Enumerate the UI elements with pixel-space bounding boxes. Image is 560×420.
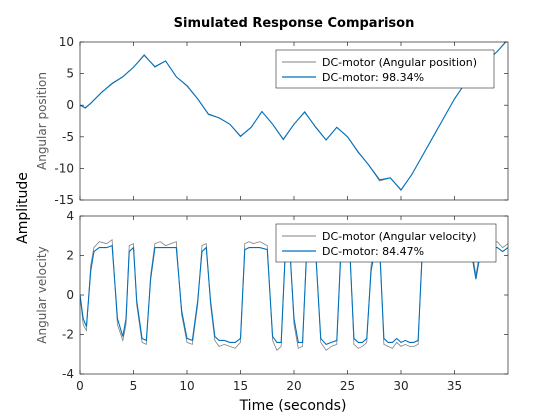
legend-box [275,49,495,89]
legend: DC-motor (Angular position) DC-motor: 98.… [275,49,495,89]
y-tick-label: -2 [62,328,74,342]
common-y-label: Amplitude [15,172,31,244]
x-tick-label: 5 [130,379,138,393]
x-tick-label: 35 [447,379,462,393]
x-axis-label: Time (seconds) [239,398,347,414]
legend-label-1: DC-motor (Angular position) [322,56,477,69]
legend: DC-motor (Angular velocity) DC-motor: 84.… [275,223,497,263]
y-tick-label: 0 [66,98,74,112]
y-tick-label: 0 [66,288,74,302]
y-tick-label: -10 [54,161,74,175]
legend-label-2: DC-motor: 84.47% [322,245,424,258]
chart-title: Simulated Response Comparison [174,16,415,31]
panel-y-label: Angular position [35,72,49,170]
series-line-2 [80,42,507,191]
y-tick-label: 4 [66,209,74,223]
y-tick-label: 2 [66,249,74,263]
legend-label-2: DC-motor: 98.34% [322,71,424,84]
x-tick-label: 0 [76,379,84,393]
y-tick-label: -5 [62,130,74,144]
y-tick-label: -4 [62,367,74,381]
panel-y-label: Angular velocity [35,246,49,343]
x-tick-label: 15 [233,379,248,393]
x-tick-label: 30 [393,379,408,393]
x-tick-label: 10 [179,379,194,393]
y-tick-label: -15 [54,193,74,207]
panel-2: 0 5 10 15 20 25 30 35 -4 -2 0 2 4 Angular velocity DC-… [35,209,509,393]
x-tick-label: 20 [286,379,301,393]
legend-box [275,223,497,263]
y-tick-label: 10 [59,35,74,49]
legend-label-1: DC-motor (Angular velocity) [322,230,476,243]
y-tick-label: 5 [66,67,74,81]
x-tick-label: 25 [340,379,355,393]
panel-1: -15 -10 -5 0 5 10 Angular position DC-motor (An… [35,35,509,207]
